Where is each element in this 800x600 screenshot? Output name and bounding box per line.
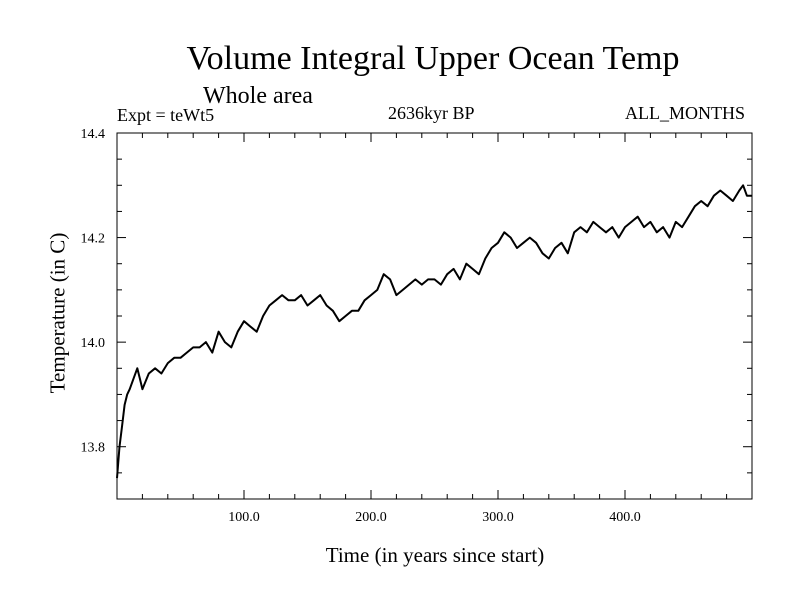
chart-title: Volume Integral Upper Ocean Temp — [186, 40, 680, 77]
axis-tick-labels: 100.0 200.0 300.0 400.0 13.8 14.0 14.2 14.4 — [81, 127, 641, 525]
y-tick-label: 14.0 — [81, 336, 106, 351]
x-tick-label: 100.0 — [228, 510, 260, 525]
chart-subtitle: Whole area — [203, 83, 313, 109]
temperature-series-line — [116, 184, 752, 479]
y-tick-label: 14.2 — [81, 232, 106, 247]
x-tick-label: 300.0 — [482, 510, 514, 525]
experiment-label: Expt = teWt5 — [117, 105, 215, 125]
plot-frame — [116, 132, 753, 500]
x-axis-label: Time (in years since start) — [325, 543, 545, 567]
period-label: 2636kyr BP — [388, 103, 475, 123]
y-tick-label: 14.4 — [81, 127, 106, 142]
x-tick-label: 200.0 — [355, 510, 387, 525]
y-tick-label: 13.8 — [81, 441, 106, 456]
axis-ticks — [117, 133, 752, 499]
months-label: ALL_MONTHS — [625, 103, 745, 123]
x-tick-label: 400.0 — [609, 510, 641, 525]
